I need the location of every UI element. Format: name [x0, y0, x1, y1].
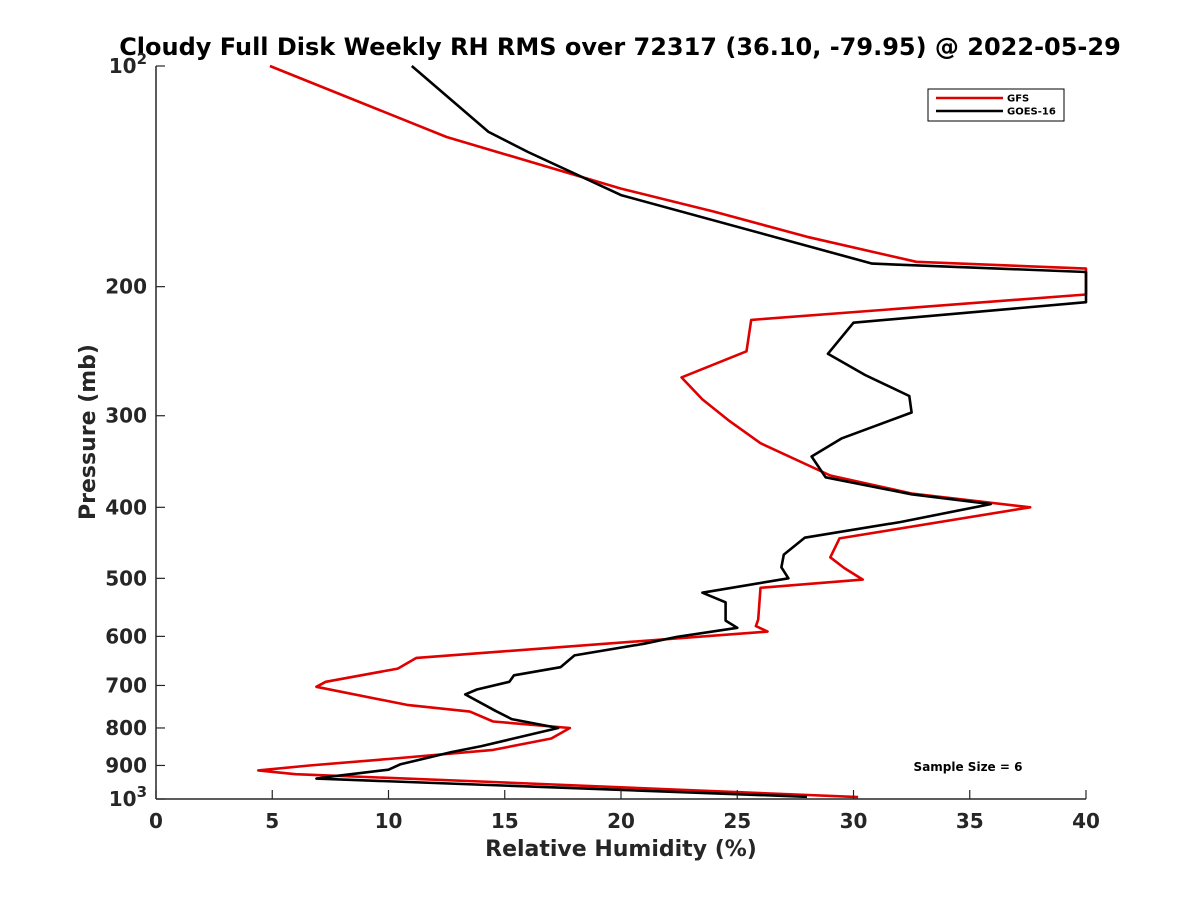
x-tick-label: 25: [723, 809, 751, 833]
x-axis-label: Relative Humidity (%): [485, 837, 757, 862]
y-tick-label: 700: [105, 673, 147, 697]
series-layer: [256, 64, 1088, 799]
x-tick-label: 15: [491, 809, 519, 833]
x-tick-label: 30: [840, 809, 868, 833]
chart-title: Cloudy Full Disk Weekly RH RMS over 7231…: [119, 33, 1121, 61]
legend-label-goes16: GOES-16: [1007, 107, 1056, 118]
y-axis-label: Pressure (mb): [76, 344, 101, 520]
y-tick-label: 400: [105, 495, 147, 519]
legend-box: [927, 88, 1065, 122]
y-tick-label: 200: [105, 275, 147, 299]
x-tick-label: 5: [265, 809, 279, 833]
y-tick-label: 500: [105, 566, 147, 590]
legend: GFS GOES-16: [927, 88, 1065, 122]
x-tick-label: 40: [1072, 809, 1100, 833]
legend-label-gfs: GFS: [1007, 94, 1029, 105]
y-tick-label: 300: [105, 404, 147, 428]
series-line-goes16: [315, 65, 1088, 799]
y-tick-label: 600: [105, 624, 147, 648]
x-tick-label: 20: [607, 809, 635, 833]
y-tick-label: 102: [109, 50, 147, 78]
y-tick-label: 800: [105, 716, 147, 740]
y-axis-ticks: 102 200 300 400 500 600 700 800 900 103: [105, 50, 165, 811]
x-tick-label: 10: [375, 809, 403, 833]
y-tick-label: 900: [105, 753, 147, 777]
x-axis-ticks: 0 5 10 15 20 25 30 35 40: [149, 790, 1100, 833]
x-tick-label: 35: [956, 809, 984, 833]
x-tick-label: 0: [149, 809, 163, 833]
y-tick-label: 103: [109, 783, 147, 811]
sample-size-annotation: Sample Size = 6: [914, 760, 1023, 774]
